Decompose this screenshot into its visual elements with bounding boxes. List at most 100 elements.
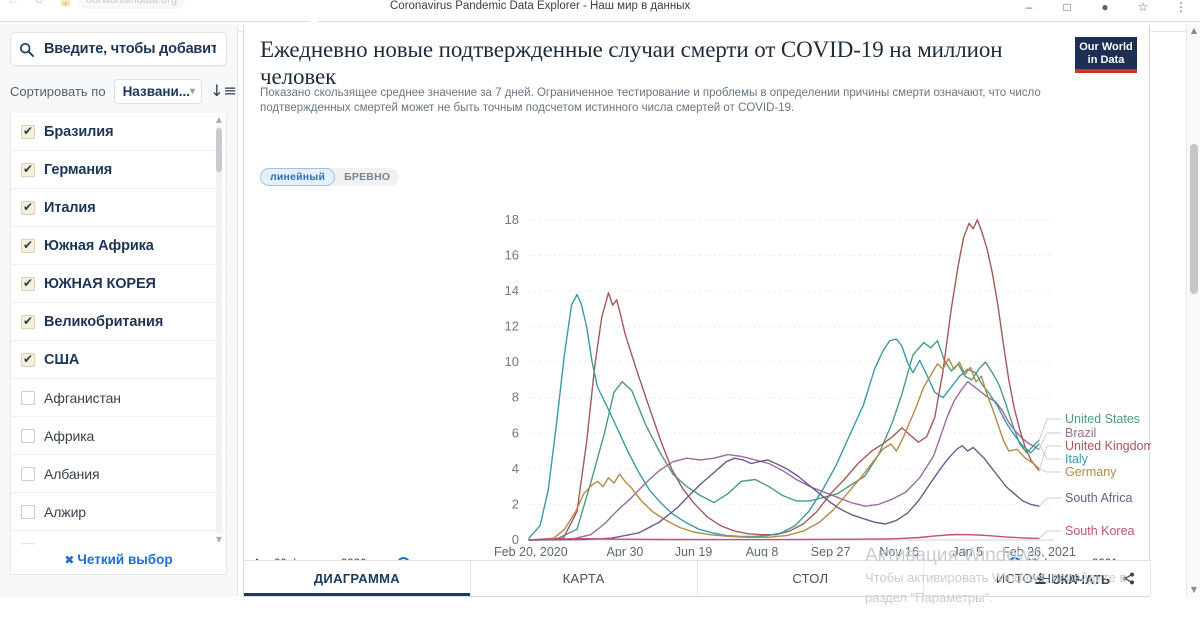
series-line-brazil[interactable] [528, 381, 1040, 541]
lock-icon: 🔒 [58, 0, 73, 7]
checkbox-checked-icon[interactable] [21, 314, 35, 329]
clear-selection-button[interactable]: ✖ Четкий выбор [10, 545, 227, 575]
country-row[interactable]: Алжир [11, 493, 226, 531]
country-row[interactable]: Афганистан [11, 379, 226, 417]
series-line-germany[interactable] [528, 357, 1040, 541]
page-scroll-down-icon[interactable]: ▼ [1190, 585, 1198, 594]
address-bar[interactable]: ourworldindata.org [78, 0, 186, 9]
country-list[interactable]: Бразилия Германия Италия Южная Африка ЮЖНАЯ … [10, 113, 227, 547]
search-box[interactable] [10, 32, 227, 66]
legend-leader-line [1038, 445, 1061, 471]
country-row[interactable]: Великобритания [11, 303, 226, 341]
browser-tabstrip: ← ↻ 🔒 ourworldindata.org [0, 0, 1200, 14]
checkbox-checked-icon[interactable] [21, 238, 35, 253]
browser-tab-title[interactable]: Coronavirus Pandemic Data Explorer - Наш… [390, 0, 691, 12]
country-row[interactable]: Италия [11, 189, 226, 227]
legend-label-south-korea[interactable]: South Korea [1065, 524, 1135, 538]
minimize-icon[interactable]: – [1025, 0, 1033, 14]
x-axis-tick-label: Feb 20, 2020 [494, 545, 568, 557]
checkbox-icon[interactable] [21, 428, 35, 443]
checkbox-icon[interactable] [21, 390, 35, 405]
tab-4[interactable]: ИСТОЧНИКИ [924, 561, 1151, 596]
browser-toolbar-right: – □ ● ☆ ⋮ [1016, 0, 1194, 14]
reload-icon[interactable]: ↻ [33, 0, 45, 7]
maximize-icon[interactable]: □ [1063, 0, 1071, 14]
search-icon [19, 42, 34, 57]
line-chart-plot[interactable]: 0 2 4 6 8 10 12 14 16 18 Feb 20, 2020 Apr 30 Jun 19 A… [244, 192, 1151, 557]
x-axis-tick-label: Feb 26, 2021 [1002, 545, 1076, 557]
scale-linear-button[interactable]: линейный [260, 168, 336, 186]
y-axis-tick-label: 10 [505, 354, 519, 369]
tab-label: ДИАГРАММА [313, 571, 400, 586]
country-row[interactable]: Африка [11, 417, 226, 455]
sort-direction-icon[interactable]: ↓≡ [210, 81, 237, 100]
scroll-thumb[interactable] [216, 128, 222, 172]
sort-select-value: Названи... [122, 83, 191, 99]
country-label: Южная Африка [44, 237, 154, 254]
country-list-scrollbar[interactable]: ▲ ▼ [214, 115, 224, 545]
x-axis-tick-label: Apr 30 [607, 545, 644, 557]
country-label: Andorra [44, 542, 93, 547]
checkbox-checked-icon[interactable] [21, 124, 35, 139]
sort-select[interactable]: Названи... ▾ [113, 78, 203, 104]
checkbox-icon[interactable] [21, 466, 35, 481]
page-bottom-bar [0, 597, 1200, 621]
series-line-united-states[interactable] [528, 340, 1040, 541]
country-row[interactable]: Албания [11, 455, 226, 493]
page-scroll-up-icon[interactable]: ▲ [1190, 26, 1198, 35]
y-axis-tick-label: 14 [505, 283, 519, 298]
country-label: Италия [44, 199, 96, 216]
country-row[interactable]: Германия [11, 151, 226, 189]
country-row[interactable]: ЮЖНАЯ КОРЕЯ [11, 265, 226, 303]
bookmark-icon[interactable]: ☆ [1137, 0, 1149, 14]
checkbox-checked-icon[interactable] [21, 352, 35, 367]
back-arrow-icon[interactable]: ← [7, 0, 19, 7]
checkbox-checked-icon[interactable] [21, 162, 35, 177]
country-row[interactable]: Andorra [11, 531, 226, 547]
scale-log-button[interactable]: БРЕВНО [344, 171, 391, 183]
close-x-icon: ✖ [64, 552, 75, 567]
checkbox-checked-icon[interactable] [21, 200, 35, 215]
search-input[interactable] [42, 40, 218, 58]
page-scroll-thumb[interactable] [1190, 144, 1198, 294]
legend-label-germany[interactable]: Germany [1065, 465, 1117, 479]
checkbox-icon[interactable] [21, 504, 35, 519]
legend-leader-line [1038, 468, 1061, 473]
entity-picker-sidebar: Сортировать по Названи... ▾ ↓≡ Бразилия Г… [0, 24, 238, 597]
series-line-south-africa[interactable] [528, 445, 1040, 541]
series-line-italy[interactable] [528, 293, 1040, 539]
chart-panel: Ежедневно новые подтвержденные случаи см… [243, 24, 1151, 597]
scroll-down-icon[interactable]: ▼ [215, 535, 223, 544]
menu-icon[interactable]: ⋮ [1175, 0, 1187, 14]
country-row[interactable]: США [11, 341, 226, 379]
download-button[interactable]: СКАЧАТЬ [1034, 572, 1135, 588]
chart-tabbar: ДИАГРАММА КАРТА СТОЛ ИСТОЧНИКИ [244, 560, 1151, 596]
profile-icon[interactable]: ● [1101, 0, 1109, 14]
tab-3[interactable]: СТОЛ [697, 561, 925, 596]
y-axis-tick-label: 12 [505, 319, 519, 334]
country-label: Афганистан [44, 389, 121, 406]
share-icon[interactable] [1122, 572, 1135, 588]
legend-label-south-africa[interactable]: South Africa [1065, 491, 1132, 505]
chrome-divider-right [318, 21, 1200, 22]
checkbox-icon[interactable] [21, 542, 35, 546]
country-row[interactable]: Бразилия [11, 113, 226, 151]
legend-label-united-states[interactable]: United States [1065, 412, 1140, 426]
tab-1[interactable]: ДИАГРАММА [244, 561, 471, 596]
y-axis-tick-label: 2 [512, 496, 519, 511]
x-axis-tick-label: Nov 16 [879, 545, 919, 557]
x-axis-tick-label: Jun 19 [675, 545, 713, 557]
series-line-south-korea[interactable] [528, 533, 1040, 541]
scroll-track[interactable] [216, 126, 222, 534]
country-row[interactable]: Южная Африка [11, 227, 226, 265]
checkbox-checked-icon[interactable] [21, 276, 35, 291]
scroll-up-icon[interactable]: ▲ [215, 115, 223, 124]
browser-chrome: ← ↻ 🔒 ourworldindata.org Coronavirus Pan… [0, 0, 1200, 22]
legend-label-united-kingdom[interactable]: United Kingdom [1065, 439, 1151, 453]
owid-logo[interactable]: Our World in Data [1075, 37, 1137, 73]
legend-label-italy[interactable]: Italy [1065, 452, 1089, 466]
tab-2[interactable]: КАРТА [470, 561, 698, 596]
series-line-united-kingdom[interactable] [528, 219, 1040, 541]
legend-label-brazil[interactable]: Brazil [1065, 426, 1096, 440]
page-scrollbar-vertical[interactable]: ▲ ▼ [1186, 24, 1200, 597]
